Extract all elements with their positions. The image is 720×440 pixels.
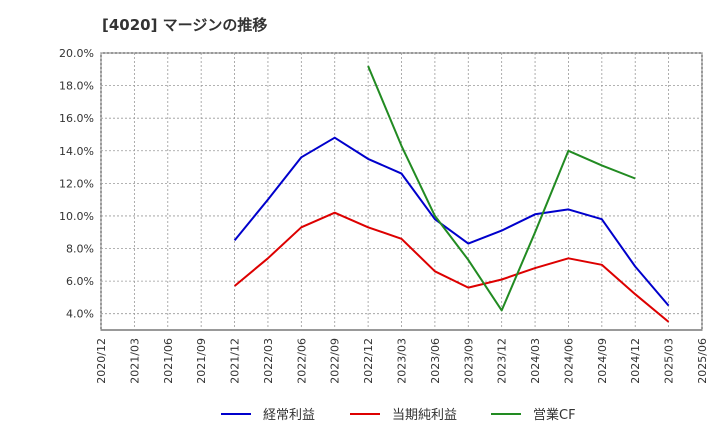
x-tick-label: 2023/09: [462, 338, 475, 384]
x-tick-label: 2025/03: [663, 338, 676, 384]
x-tick-label: 2020/12: [95, 338, 108, 384]
y-tick-label: 6.0%: [66, 275, 94, 288]
x-tick-label: 2021/12: [229, 338, 242, 384]
x-tick-label: 2023/03: [396, 338, 409, 384]
y-tick-label: 12.0%: [59, 177, 94, 190]
series-line-3: [367, 65, 636, 312]
x-tick-label: 2024/06: [562, 338, 575, 384]
x-tick-label: 2024/03: [529, 338, 542, 384]
y-tick-label: 14.0%: [59, 145, 94, 158]
legend-label-2: 当期純利益: [392, 408, 457, 423]
x-tick-label: 2021/03: [128, 338, 141, 384]
x-tick-label: 2023/12: [496, 338, 509, 384]
series-line-2: [233, 211, 670, 323]
y-tick-label: 10.0%: [59, 210, 94, 223]
x-tick-label: 2022/12: [362, 338, 375, 384]
x-tick-label: 2022/03: [262, 338, 275, 384]
y-tick-label: 20.0%: [59, 47, 94, 60]
x-tick-label: 2025/06: [696, 338, 709, 384]
chart-title: [4020] マージンの推移: [102, 16, 268, 34]
x-tick-label: 2023/06: [429, 338, 442, 384]
x-tick-label: 2021/09: [195, 338, 208, 384]
y-tick-label: 4.0%: [66, 308, 94, 321]
series-line-1: [233, 136, 670, 307]
legend-label-1: 経常利益: [263, 408, 315, 423]
x-tick-label: 2024/12: [629, 338, 642, 384]
y-tick-label: 18.0%: [59, 80, 94, 93]
plot-area: [100, 52, 703, 331]
y-tick-label: 16.0%: [59, 112, 94, 125]
y-tick-label: 8.0%: [66, 243, 94, 256]
x-tick-label: 2021/06: [162, 338, 175, 384]
legend-label-3: 営業CF: [533, 407, 576, 423]
x-tick-label: 2022/06: [295, 338, 308, 384]
x-tick-label: 2022/09: [329, 338, 342, 384]
x-tick-label: 2024/09: [596, 338, 609, 384]
